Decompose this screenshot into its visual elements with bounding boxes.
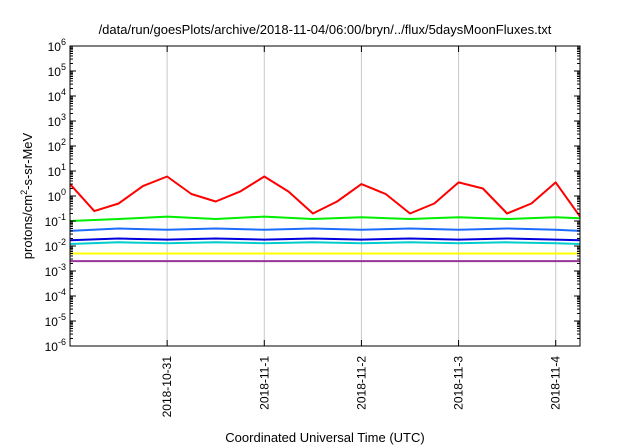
y-axis-title: protons/cm2-s-sr-MeV: [19, 132, 35, 259]
x-tick-label: 2018-11-2: [354, 356, 368, 410]
x-tick-label: 2018-11-3: [452, 356, 466, 410]
series-line-2: [69, 215, 581, 222]
y-tick-label: 104: [48, 87, 66, 104]
y-tick-label: 10-1: [45, 212, 66, 229]
x-axis: 2018-10-31 2018-11-1 2018-11-2 2018-11-3 201…: [160, 46, 563, 417]
plot-frame: [69, 45, 581, 347]
x-tick-label: 2018-11-4: [549, 356, 563, 410]
y-tick-label: 10-3: [45, 262, 66, 279]
y-axis-title-rest: -s-sr-MeV: [20, 132, 35, 189]
chart-title: /data/run/goesPlots/archive/2018-11-04/0…: [99, 22, 552, 37]
y-tick-label: 100: [48, 187, 66, 204]
y-tick-label: 106: [48, 37, 66, 54]
series-line-1: [69, 175, 581, 218]
series-line-4: [69, 241, 581, 245]
x-tick-label: 2018-10-31: [160, 356, 174, 418]
y-tick-label: 10-4: [45, 287, 66, 304]
y-tick-label: 10-2: [45, 237, 66, 254]
series-line-5: [69, 237, 581, 242]
x-axis-title: Coordinated Universal Time (UTC): [225, 430, 424, 445]
y-tick-label: 103: [48, 112, 66, 129]
y-tick-label: 105: [48, 62, 66, 79]
y-tick-label: 101: [48, 162, 66, 179]
y-tick-label: 10-6: [45, 337, 66, 354]
x-tick-label: 2018-11-1: [257, 356, 271, 410]
series-layer: [69, 175, 581, 263]
y-axis-title-base: protons/cm: [20, 195, 35, 259]
y-axis: 10-6 10-5 10-4 10-3 10-2 10-1 100 101 102 103 104 1…: [45, 37, 580, 354]
grid-lines: [166, 46, 557, 346]
y-tick-label: 10-5: [45, 312, 66, 329]
series-line-3: [69, 227, 581, 232]
y-axis-title-sup: 2: [19, 190, 29, 195]
y-tick-label: 102: [48, 137, 66, 154]
